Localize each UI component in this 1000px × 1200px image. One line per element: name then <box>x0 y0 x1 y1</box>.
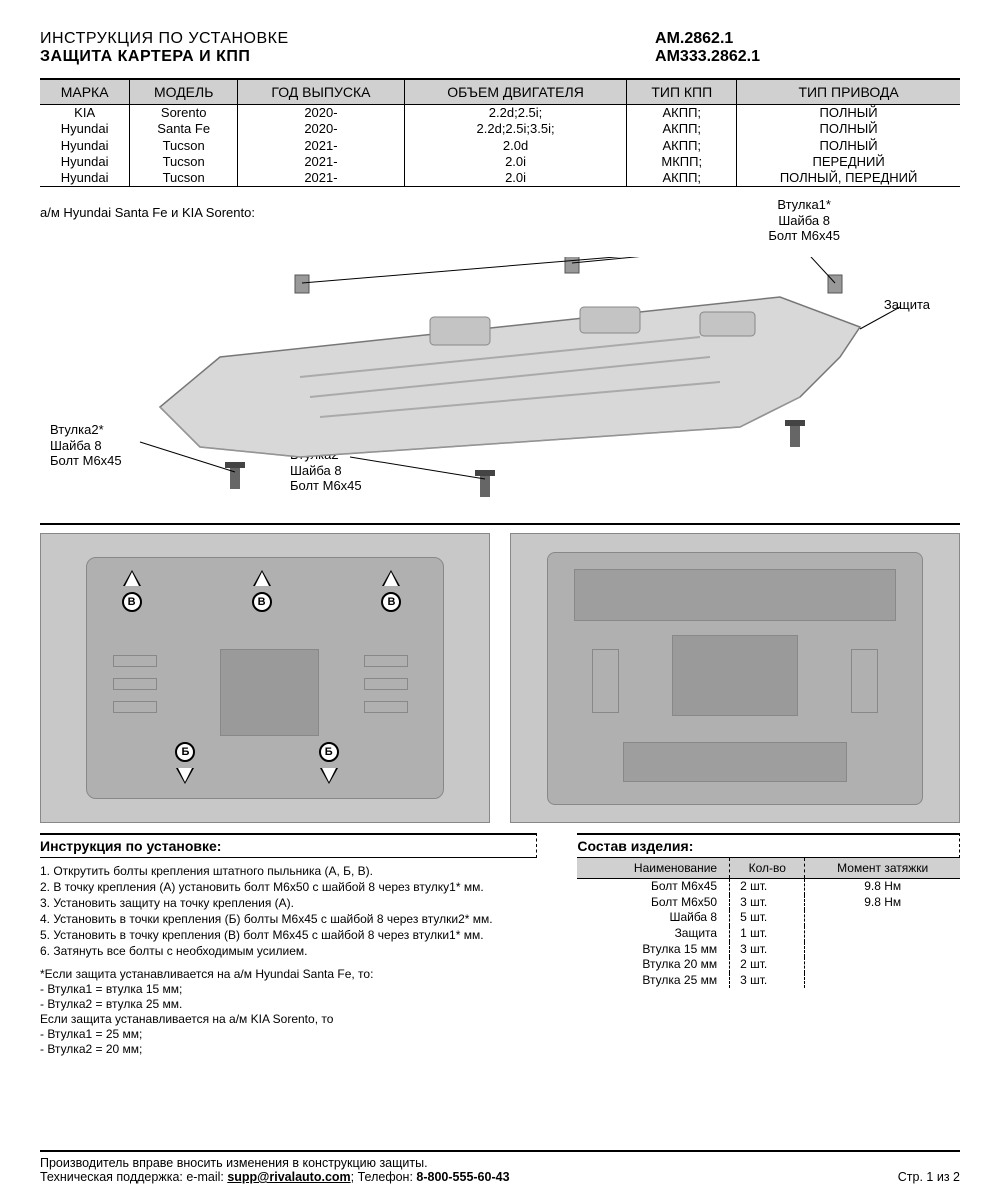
document-header: ИНСТРУКЦИЯ ПО УСТАНОВКЕ ЗАЩИТА КАРТЕРА И… <box>40 30 960 66</box>
instruction-note: *Если защита устанавливается на а/м Hyun… <box>40 967 537 982</box>
underside-left: В В В Б Б <box>40 533 490 823</box>
instructions-block: Инструкция по установке: 1. Открутить бо… <box>40 833 537 1057</box>
table-row: Втулка 25 мм3 шт. <box>577 973 960 989</box>
comp-col-torque: Момент затяжки <box>805 858 960 879</box>
composition-table: Наименование Кол-во Момент затяжки Болт … <box>577 858 960 988</box>
code-2: AM333.2862.1 <box>655 48 760 66</box>
title-line2: ЗАЩИТА КАРТЕРА И КПП <box>40 48 289 66</box>
instruction-step: 2. В точку крепления (А) установить болт… <box>40 880 537 895</box>
diagram-subtitle: а/м Hyundai Santa Fe и KIA Sorento: <box>40 205 255 221</box>
badge-b2: Б <box>319 742 339 762</box>
table-row: HyundaiTucson2021-2.0iМКПП;ПЕРЕДНИЙ <box>40 154 960 170</box>
badge-b1: Б <box>175 742 195 762</box>
support-phone: 8-800-555-60-43 <box>416 1170 509 1184</box>
table-row: Шайба 85 шт. <box>577 910 960 926</box>
label-top-bolts: Втулка1* Шайба 8 Болт М6х45 <box>768 197 840 244</box>
product-codes: AM.2862.1 AM333.2862.1 <box>655 30 760 66</box>
instruction-note: Если защита устанавливается на а/м KIA S… <box>40 1012 537 1027</box>
spec-table: МАРКА МОДЕЛЬ ГОД ВЫПУСКА ОБЪЕМ ДВИГАТЕЛЯ… <box>40 80 960 186</box>
col-engine: ОБЪЕМ ДВИГАТЕЛЯ <box>404 80 627 105</box>
badge-v1: В <box>122 592 142 612</box>
instruction-step: 4. Установить в точки крепления (Б) болт… <box>40 912 537 927</box>
comp-col-name: Наименование <box>577 858 729 879</box>
col-model: МОДЕЛЬ <box>130 80 238 105</box>
col-year: ГОД ВЫПУСКА <box>238 80 405 105</box>
footer-line1: Производитель вправе вносить изменения в… <box>40 1156 510 1170</box>
diagram-3d: а/м Hyundai Santa Fe и KIA Sorento: Втул… <box>40 197 960 517</box>
instructions-title: Инструкция по установке: <box>40 833 537 858</box>
col-gearbox: ТИП КПП <box>627 80 737 105</box>
table-row: Втулка 20 мм2 шт. <box>577 957 960 973</box>
col-drive: ТИП ПРИВОДА <box>737 80 960 105</box>
table-row: Болт М6х452 шт.9.8 Нм <box>577 879 960 895</box>
col-brand: МАРКА <box>40 80 130 105</box>
instruction-note: - Втулка2 = 20 мм; <box>40 1042 537 1057</box>
table-row: Втулка 15 мм3 шт. <box>577 942 960 958</box>
instruction-step: 1. Открутить болты крепления штатного пы… <box>40 864 537 879</box>
instruction-step: 3. Установить защиту на точку крепления … <box>40 896 537 911</box>
code-1: AM.2862.1 <box>655 30 760 48</box>
footer: Производитель вправе вносить изменения в… <box>40 1150 960 1184</box>
underside-views: В В В Б Б <box>40 523 960 823</box>
comp-col-qty: Кол-во <box>730 858 805 879</box>
footer-text: Производитель вправе вносить изменения в… <box>40 1156 510 1184</box>
spec-table-wrap: МАРКА МОДЕЛЬ ГОД ВЫПУСКА ОБЪЕМ ДВИГАТЕЛЯ… <box>40 78 960 187</box>
table-row: HyundaiTucson2021-2.0iАКПП;ПОЛНЫЙ, ПЕРЕД… <box>40 170 960 186</box>
support-email[interactable]: supp@rivalauto.com <box>227 1170 350 1184</box>
composition-title: Состав изделия: <box>577 833 960 858</box>
table-row: HyundaiSanta Fe2020-2.2d;2.5i;3.5i;АКПП;… <box>40 121 960 137</box>
instruction-step: 6. Затянуть все болты с необходимым усил… <box>40 944 537 959</box>
instruction-note: - Втулка1 = 25 мм; <box>40 1027 537 1042</box>
underside-right <box>510 533 960 823</box>
title-line1: ИНСТРУКЦИЯ ПО УСТАНОВКЕ <box>40 30 289 48</box>
footer-line2: Техническая поддержка: e-mail: supp@riva… <box>40 1170 510 1184</box>
instruction-note: - Втулка2 = втулка 25 мм. <box>40 997 537 1012</box>
bottom-section: Инструкция по установке: 1. Открутить бо… <box>40 833 960 1057</box>
table-row: Защита1 шт. <box>577 926 960 942</box>
page-number: Стр. 1 из 2 <box>898 1170 960 1184</box>
badge-v2: В <box>252 592 272 612</box>
instruction-step: 5. Установить в точку крепления (В) болт… <box>40 928 537 943</box>
table-row: Болт М6х503 шт.9.8 Нм <box>577 895 960 911</box>
skid-plate-svg <box>100 257 900 517</box>
table-row: HyundaiTucson2021-2.0dАКПП;ПОЛНЫЙ <box>40 138 960 154</box>
title-block: ИНСТРУКЦИЯ ПО УСТАНОВКЕ ЗАЩИТА КАРТЕРА И… <box>40 30 289 66</box>
table-row: KIASorento2020-2.2d;2.5i;АКПП;ПОЛНЫЙ <box>40 105 960 122</box>
composition-block: Состав изделия: Наименование Кол-во Моме… <box>577 833 960 988</box>
instruction-note: - Втулка1 = втулка 15 мм; <box>40 982 537 997</box>
